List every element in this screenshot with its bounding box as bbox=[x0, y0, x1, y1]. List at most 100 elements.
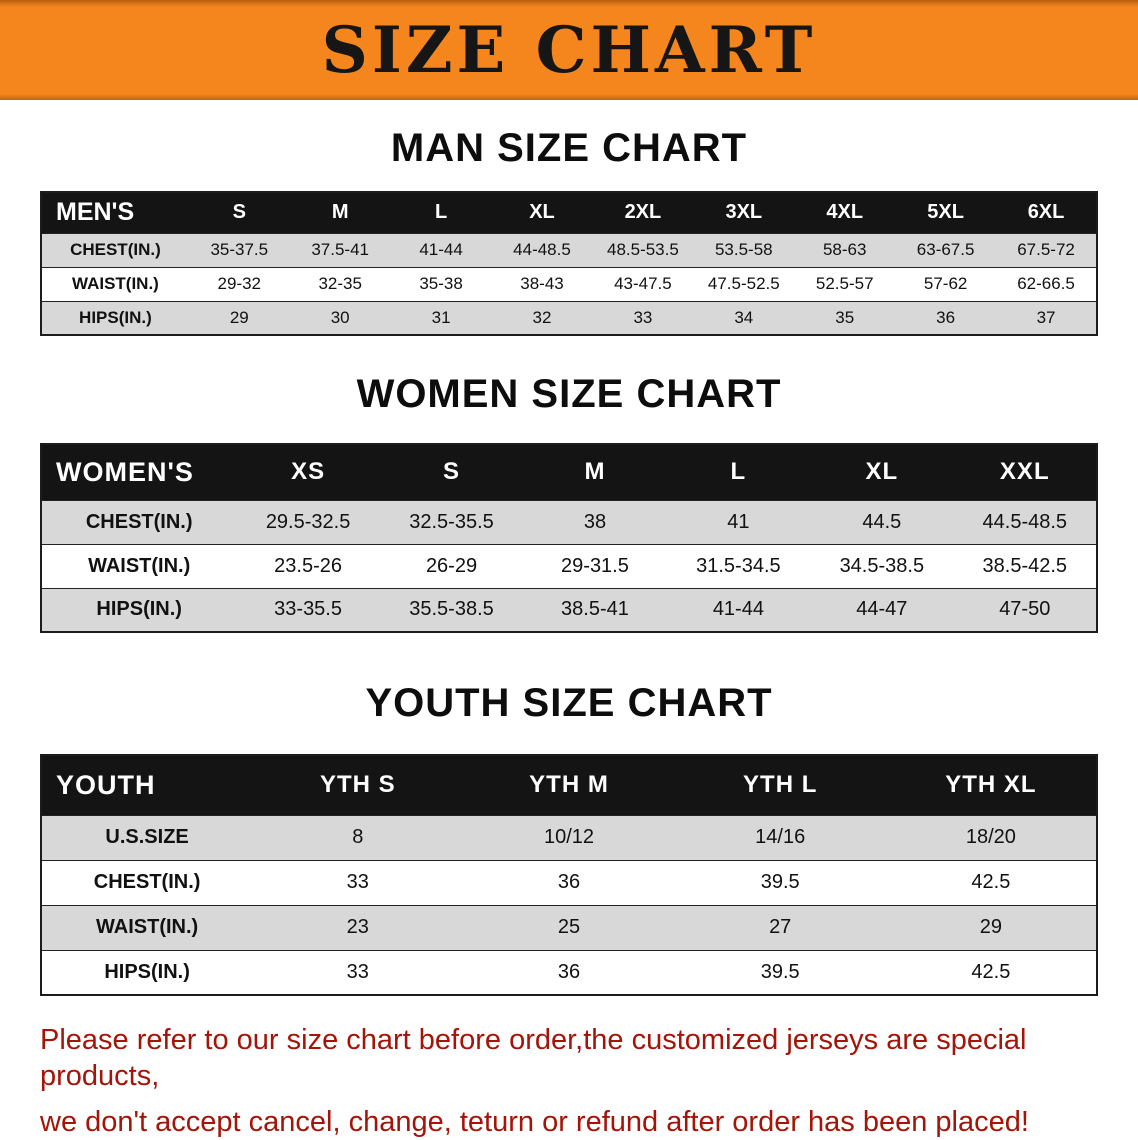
size-value-cell: 30 bbox=[289, 300, 391, 335]
size-value-cell: 35-37.5 bbox=[188, 232, 290, 267]
size-value-cell: 36 bbox=[463, 949, 675, 995]
measurement-row: WAIST(IN.) 23.5-26 26-29 29-31.5 31.5-34.5 34… bbox=[41, 543, 1097, 588]
size-value-cell: 57-62 bbox=[895, 266, 997, 301]
measurement-label: HIPS(IN.) bbox=[41, 300, 189, 335]
table-header-row: MEN'S S M L XL 2XL 3XL 4XL 5XL 6XL bbox=[41, 192, 1097, 233]
page-title: SIZE CHART bbox=[321, 12, 817, 88]
women-size-table: WOMEN'S XS S M L XL XXL CHEST(IN.) 29.5-32.5 32.5… bbox=[40, 443, 1098, 633]
size-value-cell: 35-38 bbox=[390, 266, 492, 301]
measurement-row: CHEST(IN.) 33 36 39.5 42.5 bbox=[41, 859, 1097, 905]
measurement-row: CHEST(IN.) 29.5-32.5 32.5-35.5 38 41 44.5 44.5… bbox=[41, 499, 1097, 544]
size-value-cell: 39.5 bbox=[674, 949, 886, 995]
youth-size-chart-section: YOUTH SIZE CHART YOUTH YTH S YTH M YTH L YTH… bbox=[0, 681, 1138, 996]
table-group-label: YOUTH bbox=[41, 755, 253, 815]
measurement-label: U.S.SIZE bbox=[41, 814, 253, 860]
size-value-cell: 23 bbox=[252, 904, 464, 950]
men-size-table: MEN'S S M L XL 2XL 3XL 4XL 5XL 6XL CHEST(IN.) 35-37… bbox=[40, 191, 1098, 336]
size-value-cell: 37.5-41 bbox=[289, 232, 391, 267]
size-column-header: YTH S bbox=[252, 755, 464, 815]
size-value-cell: 38.5-41 bbox=[523, 587, 667, 632]
size-column-header: XL bbox=[810, 444, 954, 500]
size-column-header: M bbox=[523, 444, 667, 500]
order-disclaimer: Please refer to our size chart before or… bbox=[40, 1022, 1098, 1140]
measurement-row: WAIST(IN.) 23 25 27 29 bbox=[41, 904, 1097, 950]
size-column-header: 4XL bbox=[794, 192, 896, 233]
measurement-label: WAIST(IN.) bbox=[41, 543, 237, 588]
size-column-header: XL bbox=[491, 192, 593, 233]
size-value-cell: 43-47.5 bbox=[592, 266, 694, 301]
men-size-chart-heading: MAN SIZE CHART bbox=[390, 126, 748, 170]
size-value-cell: 18/20 bbox=[885, 814, 1097, 860]
size-value-cell: 33-35.5 bbox=[236, 587, 380, 632]
size-value-cell: 44-47 bbox=[810, 587, 954, 632]
size-value-cell: 44.5 bbox=[810, 499, 954, 544]
size-column-header: XXL bbox=[953, 444, 1097, 500]
size-value-cell: 25 bbox=[463, 904, 675, 950]
size-value-cell: 44.5-48.5 bbox=[953, 499, 1097, 544]
size-value-cell: 14/16 bbox=[674, 814, 886, 860]
measurement-row: CHEST(IN.) 35-37.5 37.5-41 41-44 44-48.5 48.5… bbox=[41, 232, 1097, 267]
table-group-label: WOMEN'S bbox=[41, 444, 237, 500]
size-value-cell: 36 bbox=[463, 859, 675, 905]
size-value-cell: 42.5 bbox=[885, 949, 1097, 995]
measurement-label: HIPS(IN.) bbox=[41, 949, 253, 995]
measurement-label: WAIST(IN.) bbox=[41, 266, 189, 301]
measurement-row: WAIST(IN.) 29-32 32-35 35-38 38-43 43-47.5 47.… bbox=[41, 266, 1097, 301]
size-chart-banner: SIZE CHART bbox=[0, 0, 1138, 100]
size-value-cell: 35 bbox=[794, 300, 896, 335]
table-group-label: MEN'S bbox=[41, 192, 189, 233]
size-value-cell: 67.5-72 bbox=[996, 232, 1097, 267]
measurement-row: U.S.SIZE 8 10/12 14/16 18/20 bbox=[41, 814, 1097, 860]
youth-size-chart-heading: YOUTH SIZE CHART bbox=[365, 681, 773, 725]
size-value-cell: 36 bbox=[895, 300, 997, 335]
size-value-cell: 29.5-32.5 bbox=[236, 499, 380, 544]
size-column-header: S bbox=[188, 192, 290, 233]
measurement-label: CHEST(IN.) bbox=[41, 232, 189, 267]
table-header-row: WOMEN'S XS S M L XL XXL bbox=[41, 444, 1097, 500]
size-value-cell: 29 bbox=[188, 300, 290, 335]
size-value-cell: 29 bbox=[885, 904, 1097, 950]
size-column-header: 5XL bbox=[895, 192, 997, 233]
size-value-cell: 33 bbox=[252, 949, 464, 995]
size-column-header: S bbox=[379, 444, 524, 500]
size-value-cell: 23.5-26 bbox=[236, 543, 380, 588]
size-column-header: M bbox=[289, 192, 391, 233]
size-value-cell: 31 bbox=[390, 300, 492, 335]
size-value-cell: 38-43 bbox=[491, 266, 593, 301]
size-value-cell: 62-66.5 bbox=[996, 266, 1097, 301]
size-value-cell: 29-32 bbox=[188, 266, 290, 301]
size-value-cell: 32.5-35.5 bbox=[379, 499, 524, 544]
size-value-cell: 38 bbox=[523, 499, 667, 544]
size-value-cell: 10/12 bbox=[463, 814, 675, 860]
size-column-header: YTH XL bbox=[885, 755, 1097, 815]
size-value-cell: 41 bbox=[666, 499, 811, 544]
size-column-header: XS bbox=[236, 444, 380, 500]
measurement-label: CHEST(IN.) bbox=[41, 499, 237, 544]
measurement-label: CHEST(IN.) bbox=[41, 859, 253, 905]
size-value-cell: 31.5-34.5 bbox=[666, 543, 811, 588]
size-value-cell: 27 bbox=[674, 904, 886, 950]
size-value-cell: 32 bbox=[491, 300, 593, 335]
size-value-cell: 39.5 bbox=[674, 859, 886, 905]
size-value-cell: 47.5-52.5 bbox=[693, 266, 795, 301]
measurement-row: HIPS(IN.) 33-35.5 35.5-38.5 38.5-41 41-44 44-… bbox=[41, 587, 1097, 632]
disclaimer-line-2: we don't accept cancel, change, teturn o… bbox=[40, 1105, 1029, 1138]
size-value-cell: 38.5-42.5 bbox=[953, 543, 1097, 588]
disclaimer-line-1: Please refer to our size chart before or… bbox=[40, 1024, 1027, 1093]
size-value-cell: 26-29 bbox=[379, 543, 524, 588]
size-value-cell: 63-67.5 bbox=[895, 232, 997, 267]
men-size-chart-section: MAN SIZE CHART MEN'S S M L XL 2XL 3XL 4XL 5XL 6XL… bbox=[0, 126, 1138, 336]
measurement-row: HIPS(IN.) 29 30 31 32 33 34 35 36 37 bbox=[41, 300, 1097, 335]
size-value-cell: 47-50 bbox=[953, 587, 1097, 632]
size-value-cell: 33 bbox=[252, 859, 464, 905]
size-value-cell: 42.5 bbox=[885, 859, 1097, 905]
size-value-cell: 29-31.5 bbox=[523, 543, 667, 588]
table-header-row: YOUTH YTH S YTH M YTH L YTH XL bbox=[41, 755, 1097, 815]
size-value-cell: 34.5-38.5 bbox=[810, 543, 954, 588]
size-value-cell: 53.5-58 bbox=[693, 232, 795, 267]
size-value-cell: 58-63 bbox=[794, 232, 896, 267]
size-value-cell: 41-44 bbox=[390, 232, 492, 267]
size-value-cell: 37 bbox=[996, 300, 1097, 335]
size-value-cell: 48.5-53.5 bbox=[592, 232, 694, 267]
